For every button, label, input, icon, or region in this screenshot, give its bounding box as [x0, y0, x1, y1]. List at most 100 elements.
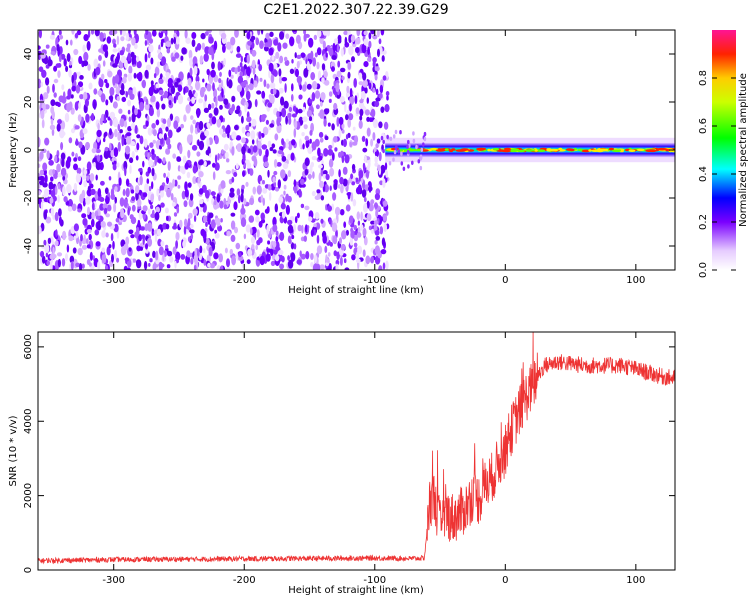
spectrogram-noise-blob	[157, 52, 163, 60]
spectrogram-noise-blob	[241, 184, 245, 190]
spectrogram-noise-blob	[128, 65, 133, 75]
spectrogram-noise-blob	[267, 102, 273, 108]
spectrogram-noise-blob	[293, 179, 297, 187]
spectrogram-noise-blob	[220, 32, 227, 40]
spectrogram-noise-blob	[106, 246, 111, 256]
y-tick-label: 0	[23, 567, 34, 573]
spectrogram-noise-blob	[337, 60, 341, 68]
signal-band-peak	[537, 149, 546, 152]
spectrogram-noise-blob	[287, 255, 290, 261]
spectrogram-noise-blob	[86, 40, 91, 51]
spectrogram-noise-blob	[131, 204, 136, 212]
spectrogram-noise-blob	[173, 120, 179, 130]
spectrogram-noise-blob	[349, 141, 353, 148]
spectrogram-noise-blob	[275, 236, 279, 243]
spectrogram-noise-blob	[336, 116, 340, 127]
spectrogram-noise-blob	[234, 124, 239, 131]
spectrogram-noise-blob	[83, 234, 86, 243]
spectrogram-noise-blob	[126, 132, 132, 137]
spectrogram-noise-blob	[73, 48, 79, 56]
spectrogram-noise-blob	[269, 31, 274, 37]
spectrogram-noise-blob	[211, 102, 215, 109]
signal-band-scatter	[392, 157, 395, 162]
spectrogram-noise-blob	[209, 263, 216, 269]
spectrogram-noise-blob	[372, 87, 376, 93]
spectrogram-noise-blob	[229, 107, 234, 115]
x-tick-label: -100	[363, 275, 386, 286]
spectrogram-noise-blob	[259, 40, 264, 49]
spectrogram-noise-blob	[275, 51, 280, 60]
spectrogram-noise-blob	[159, 30, 162, 33]
spectrogram-noise-blob	[323, 118, 327, 127]
spectrogram-noise-blob	[267, 38, 273, 48]
signal-band-scatter	[388, 161, 392, 166]
spectrogram-noise-blob	[307, 216, 313, 222]
spectrogram-noise-blob	[58, 54, 62, 63]
spectrogram-noise-blob	[360, 224, 364, 231]
spectrogram-noise-blob	[296, 212, 300, 219]
spectrogram-noise-blob	[230, 234, 236, 242]
spectrogram-noise-blob	[144, 40, 148, 46]
spectrogram-noise-blob	[250, 236, 256, 244]
spectrogram-noise-blob	[127, 72, 132, 82]
spectrogram-noise-blob	[176, 78, 181, 83]
spectrogram-noise-blob	[54, 185, 58, 195]
spectrogram-noise-blob	[165, 41, 171, 47]
spectrogram-noise-blob	[310, 122, 314, 133]
spectrogram-noise-blob	[174, 81, 179, 88]
spectrogram-noise-blob	[282, 162, 289, 170]
spectrogram-noise-blob	[61, 95, 67, 104]
spectrogram-noise-blob	[243, 198, 247, 205]
spectrogram-noise-blob	[294, 216, 298, 224]
spectrogram-noise-blob	[320, 92, 326, 101]
spectrogram-noise-blob	[374, 230, 380, 236]
spectrogram-noise-blob	[214, 232, 220, 239]
signal-band-scatter	[389, 136, 393, 141]
spectrogram-noise-blob	[314, 254, 317, 264]
spectrogram-noise-blob	[368, 185, 373, 192]
spectrogram-noise-blob	[370, 228, 375, 234]
spectrogram-noise-blob	[105, 232, 109, 238]
spectrogram-noise-blob	[287, 219, 293, 225]
spectrogram-noise-blob	[112, 63, 118, 68]
spectrogram-noise-blob	[197, 176, 201, 184]
spectrogram-noise-blob	[175, 231, 180, 241]
spectrogram-noise-blob	[236, 144, 240, 151]
spectrogram-noise-blob	[321, 77, 325, 84]
spectrogram-noise-blob	[90, 188, 96, 196]
spectrogram-noise-blob	[90, 30, 95, 35]
spectrogram-noise-blob	[149, 258, 153, 263]
spectrogram-noise-blob	[374, 74, 378, 81]
spectrogram-noise-blob	[183, 87, 186, 95]
spectrogram-noise-blob	[272, 63, 278, 69]
spectrogram-noise-blob	[378, 265, 383, 270]
spectrogram-noise-blob	[284, 59, 290, 66]
spectrogram-noise-blob	[130, 189, 135, 194]
signal-band-scatter	[411, 160, 414, 165]
signal-band-scatter	[380, 135, 384, 141]
spectrogram-noise-blob	[355, 47, 360, 54]
spectrogram-noise-blob	[340, 244, 345, 251]
spectrogram-noise-blob	[210, 191, 216, 196]
spectrogram-noise-blob	[240, 192, 244, 203]
spectrogram-noise-blob	[377, 164, 381, 172]
spectrogram-noise-blob	[245, 90, 251, 101]
spectrogram-noise-blob	[105, 265, 109, 270]
spectrogram-noise-blob	[52, 254, 57, 259]
spectrogram-noise-blob	[102, 44, 109, 53]
spectrogram-noise-blob	[363, 61, 369, 68]
spectrogram-noise-blob	[270, 260, 276, 266]
spectrogram-noise-blob	[305, 138, 310, 149]
spectrogram-noise-blob	[65, 159, 71, 169]
spectrogram-noise-blob	[136, 199, 142, 207]
spectrogram-noise-blob	[56, 163, 61, 173]
spectrogram-noise-blob	[385, 91, 390, 96]
spectrogram-noise-blob	[200, 132, 206, 141]
spectrogram-noise-blob	[71, 30, 75, 35]
spectrogram-noise-blob	[382, 214, 387, 222]
spectrogram-noise-blob	[347, 192, 351, 200]
spectrogram-noise-blob	[358, 184, 362, 193]
spectrogram-noise-blob	[50, 176, 54, 182]
x-tick-label: -200	[233, 275, 256, 286]
spectrogram-noise-blob	[60, 152, 66, 161]
